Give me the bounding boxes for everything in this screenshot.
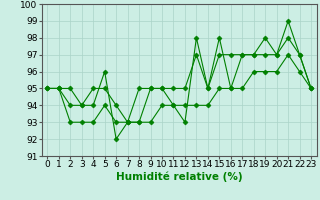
X-axis label: Humidité relative (%): Humidité relative (%)	[116, 172, 243, 182]
